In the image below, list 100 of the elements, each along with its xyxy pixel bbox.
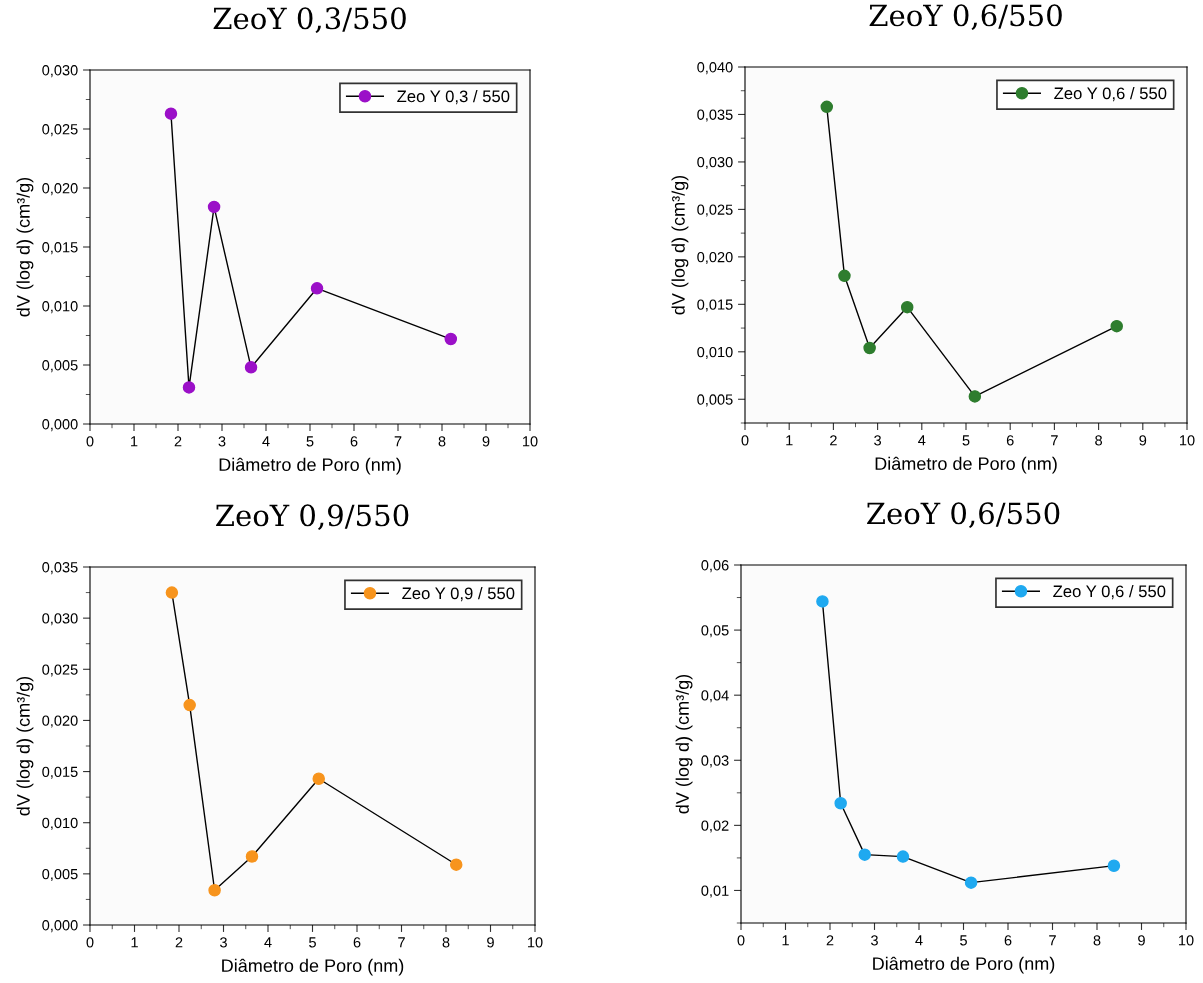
- legend-label: Zeo Y 0,3 / 550: [397, 90, 510, 105]
- chart-title: ZeoY 0,6/550: [867, 502, 1060, 528]
- x-tick-label: 5: [309, 937, 316, 948]
- x-tick-label: 10: [1180, 435, 1195, 446]
- x-tick-label: 3: [218, 436, 226, 447]
- x-tick-label: 2: [175, 937, 183, 948]
- point: [834, 796, 847, 810]
- x-tick-label: 5: [960, 935, 967, 946]
- x-tick-label: 4: [262, 436, 270, 447]
- y-tick-label: 0,025: [697, 204, 733, 217]
- y-tick-label: 0,035: [697, 109, 733, 122]
- x-axis-title: Diâmetro de Poro (nm): [219, 457, 401, 475]
- point: [165, 586, 179, 599]
- x-tick-label: 2: [826, 935, 834, 946]
- y-tick-label: 0,010: [697, 346, 733, 359]
- point: [964, 876, 978, 889]
- x-tick-label: 0: [741, 435, 749, 446]
- point: [449, 858, 463, 871]
- x-tick-label: 9: [1139, 435, 1147, 446]
- y-tick-label: 0,010: [42, 817, 78, 830]
- point: [245, 850, 259, 863]
- x-tick-label: 4: [918, 435, 926, 446]
- x-tick-label: 1: [782, 935, 789, 946]
- x-tick-label: 2: [174, 436, 182, 447]
- y-tick-label: 0,015: [42, 242, 78, 255]
- x-tick-label: 3: [874, 435, 882, 446]
- x-tick-label: 6: [350, 436, 358, 447]
- y-tick-label: 0,025: [42, 124, 78, 137]
- y-tick-label: 0,005: [42, 868, 78, 882]
- x-tick-label: 5: [306, 436, 314, 447]
- x-tick-label: 10: [528, 937, 543, 948]
- y-axis-title: dV (log d) (cm³/g): [671, 175, 689, 315]
- x-tick-label: 1: [131, 937, 138, 948]
- y-tick-label: 0,030: [697, 157, 733, 170]
- point: [900, 300, 914, 314]
- x-tick-label: 2: [830, 435, 837, 446]
- x-axis-title: Diâmetro de Poro (nm): [222, 958, 404, 976]
- y-tick-label: 0,020: [697, 251, 733, 265]
- x-tick-label: 0: [86, 937, 94, 948]
- y-tick-label: 0,04: [701, 690, 729, 703]
- legend-label: Zeo Y 0,6 / 550: [1054, 87, 1167, 102]
- x-tick-label: 9: [487, 937, 494, 948]
- x-tick-label: 6: [1006, 435, 1014, 446]
- x-tick-label: 5: [962, 435, 970, 446]
- point: [444, 332, 458, 346]
- y-tick-label: 0,03: [701, 755, 729, 768]
- y-tick-label: 0,06: [701, 560, 729, 573]
- point: [858, 848, 871, 861]
- point: [816, 595, 829, 608]
- y-tick-label: 0,035: [42, 562, 78, 575]
- point: [312, 772, 325, 785]
- y-tick-label: 0,020: [42, 715, 78, 728]
- point: [207, 200, 221, 214]
- x-tick-label: 8: [1093, 935, 1101, 946]
- y-tick-label: 0,005: [42, 360, 78, 373]
- y-tick-label: 0,020: [42, 183, 78, 196]
- point: [1107, 859, 1121, 872]
- x-tick-label: 6: [1004, 935, 1012, 946]
- y-tick-label: 0,05: [701, 625, 729, 638]
- point: [863, 341, 876, 355]
- x-tick-label: 7: [394, 436, 402, 447]
- x-tick-label: 1: [131, 436, 138, 447]
- x-axis-title: Diâmetro de Poro (nm): [873, 956, 1055, 974]
- y-tick-label: 0,000: [42, 419, 78, 432]
- x-tick-label: 6: [353, 937, 361, 948]
- chart-title: ZeoY 0,6/550: [869, 4, 1062, 30]
- y-axis-title: dV (log d) (cm³/g): [16, 676, 34, 816]
- x-tick-label: 8: [1095, 435, 1103, 446]
- x-tick-label: 9: [1138, 935, 1145, 946]
- legend-label: Zeo Y 0,9 / 550: [402, 587, 515, 602]
- x-tick-label: 3: [871, 935, 878, 946]
- x-tick-label: 8: [438, 436, 446, 447]
- y-tick-label: 0,030: [42, 65, 78, 78]
- point: [182, 381, 196, 394]
- x-tick-label: 4: [264, 937, 272, 948]
- x-tick-label: 10: [1179, 935, 1194, 946]
- y-tick-label: 0,01: [701, 885, 729, 898]
- chart-title: ZeoY 0,9/550: [216, 504, 409, 530]
- point: [838, 269, 851, 283]
- x-tick-label: 3: [220, 937, 227, 948]
- point: [1110, 319, 1123, 333]
- point: [244, 361, 258, 374]
- y-tick-label: 0,02: [701, 820, 729, 833]
- point: [896, 850, 910, 863]
- x-tick-label: 7: [1051, 435, 1058, 446]
- x-tick-label: 0: [86, 436, 94, 447]
- legend-label: Zeo Y 0,6 / 550: [1053, 585, 1166, 600]
- point: [164, 107, 178, 120]
- point: [183, 698, 196, 712]
- y-tick-label: 0,015: [697, 299, 733, 312]
- y-tick-label: 0,030: [42, 613, 78, 626]
- y-tick-label: 0,000: [42, 920, 78, 933]
- y-tick-label: 0,005: [697, 394, 733, 407]
- x-tick-label: 10: [523, 436, 538, 447]
- y-tick-label: 0,025: [42, 664, 78, 677]
- chart-title: ZeoY 0,3/550: [213, 7, 406, 33]
- y-tick-label: 0,040: [697, 62, 733, 75]
- x-tick-label: 1: [786, 435, 793, 446]
- point: [820, 100, 834, 114]
- x-tick-label: 8: [442, 937, 450, 948]
